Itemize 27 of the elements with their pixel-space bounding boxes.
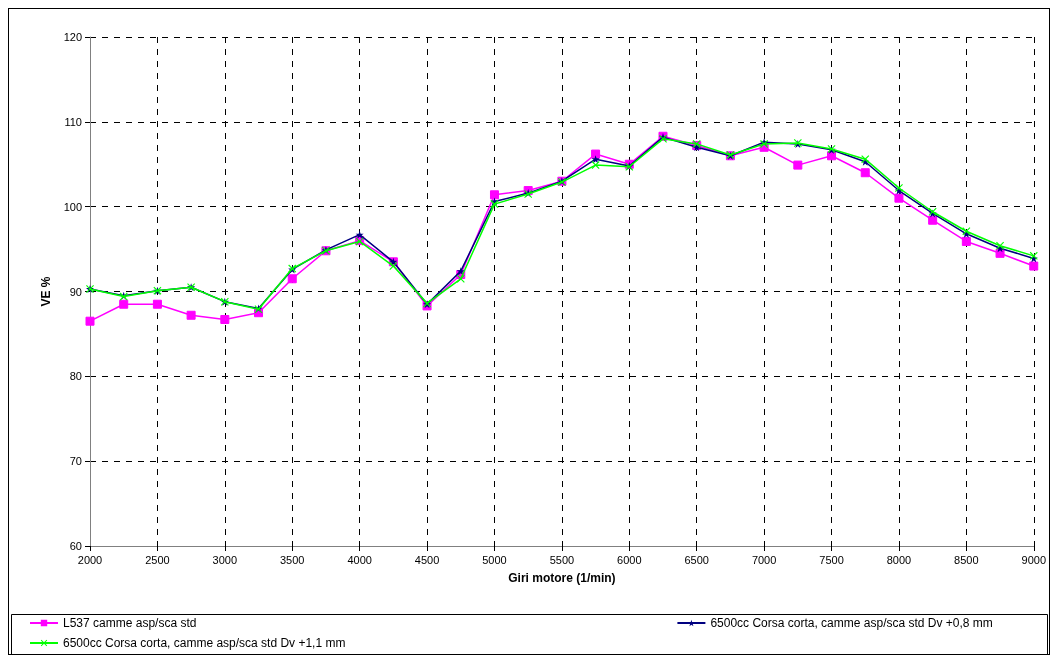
- x-tick-label: 3500: [279, 553, 305, 566]
- x-axis-title: Giri motore (1/min): [508, 571, 616, 585]
- x-tick-label: 5500: [549, 553, 575, 566]
- x-tick-label: 8000: [886, 553, 912, 566]
- y-tick-label: 110: [64, 115, 82, 128]
- x-tick-label: 8500: [954, 553, 979, 566]
- y-tick-label: 80: [69, 370, 82, 383]
- x-tick-label: 2500: [145, 553, 170, 566]
- y-tick-label: 100: [63, 200, 82, 213]
- x-tick-label: 9000: [1021, 553, 1047, 566]
- legend-label: 6500cc Corsa corta, camme asp/sca std Dv +1,1 mm: [63, 636, 346, 650]
- x-tick-label: 7500: [819, 553, 844, 566]
- x-tick-label: 6000: [617, 553, 642, 566]
- legend-label: L537 camme asp/sca std: [63, 616, 197, 630]
- y-tick-label: 60: [69, 540, 82, 552]
- y-tick-label: 120: [63, 31, 82, 43]
- legend-label: 6500cc Corsa corta, camme asp/sca std Dv +0,8 mm: [710, 616, 993, 630]
- x-tick-label: 3000: [212, 553, 238, 566]
- x-tick-label: 6500: [684, 553, 709, 566]
- y-tick-label: 70: [69, 455, 82, 468]
- x-tick-label: 4000: [347, 553, 372, 566]
- y-axis-title: VE %: [39, 276, 53, 307]
- x-tick-label: 7000: [751, 553, 777, 566]
- y-tick-label: 90: [69, 285, 82, 298]
- x-tick-label: 4500: [414, 553, 440, 566]
- x-tick-label: 2000: [77, 553, 103, 566]
- x-tick-label: 5000: [482, 553, 507, 566]
